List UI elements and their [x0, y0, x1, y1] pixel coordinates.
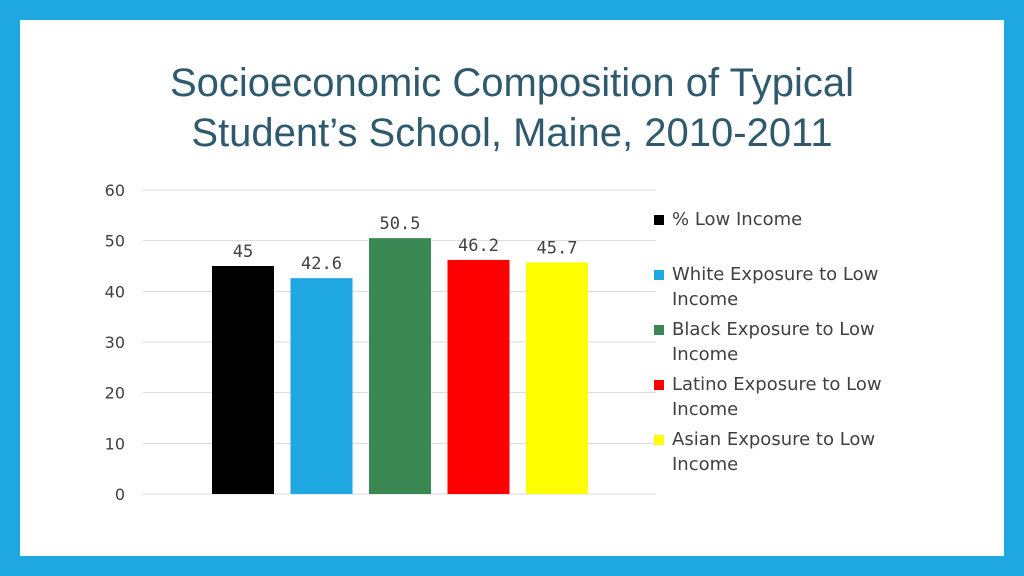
legend-item-black: Black Exposure to Low Income — [654, 317, 912, 367]
y-tick-label-50: 50 — [105, 232, 125, 251]
bar-4 — [526, 262, 588, 494]
y-tick-label-20: 20 — [105, 384, 125, 403]
legend-label-latino-2: Income — [672, 399, 739, 420]
legend-label-asian-2: Income — [672, 454, 739, 475]
bar-3 — [447, 259, 510, 494]
data-label-4: 45.7 — [537, 238, 578, 258]
legend-item-white: White Exposure to Low Income — [654, 262, 912, 312]
legend-label-low-income: % Low Income — [672, 209, 803, 230]
slide-canvas: Socioeconomic Composition of Typical Stu… — [20, 20, 1004, 556]
legend-swatch-asian — [654, 435, 664, 445]
chart-title-line-2: Student’s School, Maine, 2010-2011 — [191, 111, 833, 155]
legend-label-latino-1: Latino Exposure to Low — [672, 374, 882, 395]
legend-label-white-1: White Exposure to Low — [672, 264, 879, 285]
bar-0 — [212, 266, 274, 494]
data-label-1: 42.6 — [301, 254, 342, 274]
y-tick-label-0: 0 — [115, 485, 125, 504]
legend-item-latino: Latino Exposure to Low Income — [654, 372, 912, 422]
data-label-0: 45 — [233, 242, 253, 262]
y-tick-label-60: 60 — [105, 181, 125, 200]
legend-swatch-black — [654, 325, 664, 335]
legend-swatch-latino — [654, 380, 664, 390]
chart-title-line-1: Socioeconomic Composition of Typical — [169, 61, 855, 105]
bar-1 — [290, 278, 353, 494]
legend-label-white-2: Income — [672, 289, 739, 310]
legend-item-low-income: % Low Income — [654, 207, 912, 232]
legend-swatch-low-income — [654, 215, 664, 225]
y-tick-label-10: 10 — [105, 434, 125, 453]
chart-title: Socioeconomic Composition of Typical Stu… — [20, 58, 1004, 158]
bar-2 — [369, 238, 431, 494]
legend-swatch-white — [654, 270, 664, 280]
y-tick-label-30: 30 — [105, 333, 125, 352]
data-label-3: 46.2 — [458, 236, 499, 256]
legend-label-black-1: Black Exposure to Low — [672, 319, 875, 340]
y-tick-label-40: 40 — [105, 282, 125, 301]
legend-label-asian-1: Asian Exposure to Low — [672, 429, 876, 450]
legend-item-asian: Asian Exposure to Low Income — [654, 427, 912, 477]
data-label-2: 50.5 — [380, 214, 421, 234]
legend-label-black-2: Income — [672, 344, 739, 365]
